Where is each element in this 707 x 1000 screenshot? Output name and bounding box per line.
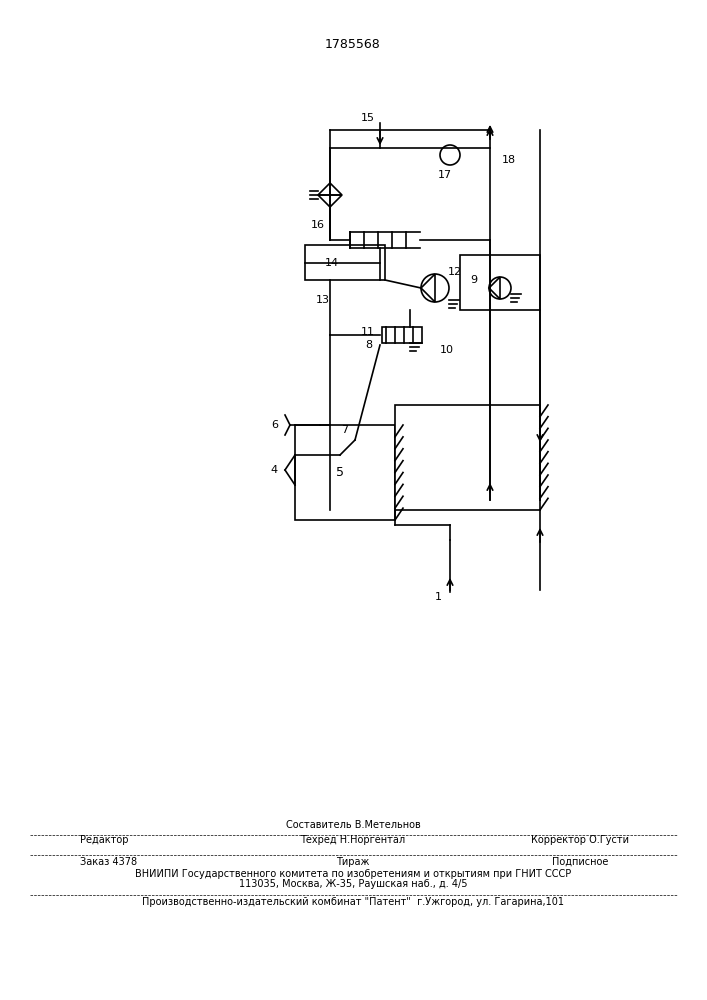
Text: 8: 8: [365, 340, 372, 350]
Text: 13: 13: [316, 295, 330, 305]
Text: Подписное: Подписное: [551, 857, 608, 867]
Bar: [295, 425, 395, 520]
Text: 1785568: 1785568: [325, 38, 381, 51]
Text: 5: 5: [336, 466, 344, 480]
Text: 9: 9: [470, 275, 477, 285]
Text: 113035, Москва, Ж-35, Раушская наб., д. 4/5: 113035, Москва, Ж-35, Раушская наб., д. …: [239, 879, 467, 889]
Text: 18: 18: [502, 155, 516, 165]
Text: Составитель В.Метельнов: Составитель В.Метельнов: [286, 820, 421, 830]
Bar: [395, 405, 540, 510]
Text: 4: 4: [271, 465, 278, 475]
Text: 17: 17: [438, 170, 452, 180]
Text: Производственно-издательский комбинат "Патент"  г.Ужгород, ул. Гагарина,101: Производственно-издательский комбинат "П…: [142, 897, 564, 907]
Bar: [460, 255, 540, 310]
Text: Техред Н.Норгентал: Техред Н.Норгентал: [300, 835, 406, 845]
Bar: [382, 327, 422, 343]
Text: 1: 1: [435, 592, 442, 602]
Text: Заказ 4378: Заказ 4378: [80, 857, 137, 867]
Bar: [305, 245, 385, 280]
Text: Тираж: Тираж: [337, 857, 370, 867]
Text: Редактор: Редактор: [80, 835, 129, 845]
Text: ВНИИПИ Государственного комитета по изобретениям и открытиям при ГНИТ СССР: ВНИИПИ Государственного комитета по изоб…: [135, 869, 571, 879]
Text: Корректор О.Густи: Корректор О.Густи: [531, 835, 629, 845]
Text: 16: 16: [311, 220, 325, 230]
Text: 6: 6: [271, 420, 278, 430]
Text: 7: 7: [341, 425, 348, 435]
Text: 15: 15: [361, 113, 375, 123]
Text: 10: 10: [440, 345, 454, 355]
Text: 12: 12: [448, 267, 462, 277]
Text: 14: 14: [325, 258, 339, 268]
Text: 11: 11: [361, 327, 375, 337]
